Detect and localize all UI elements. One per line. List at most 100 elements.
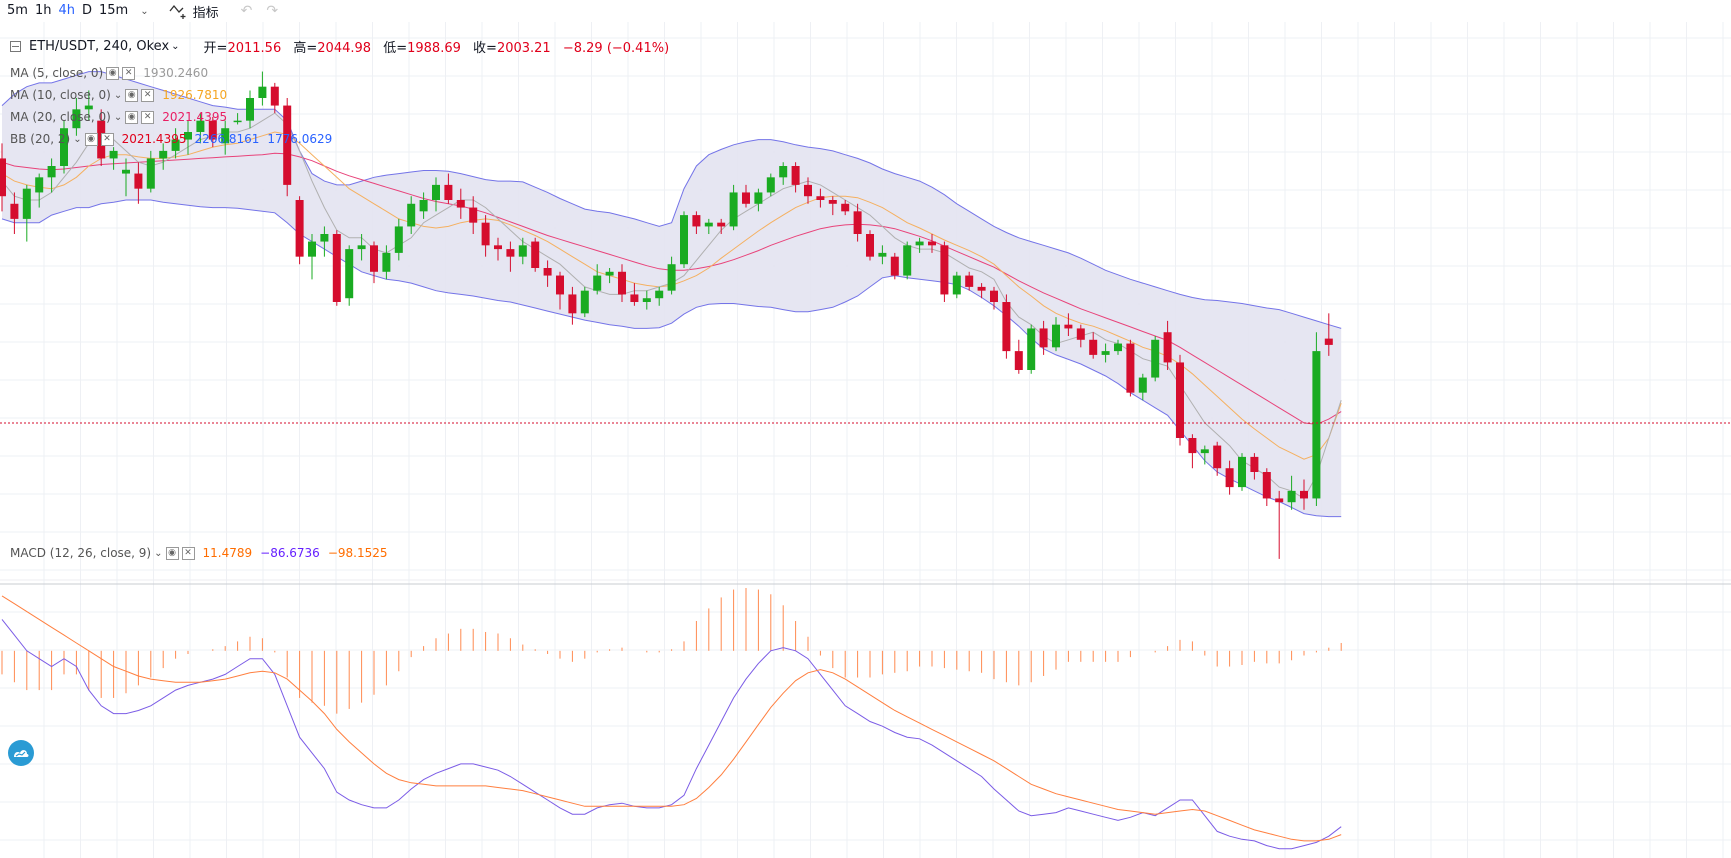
candle-body xyxy=(332,234,341,302)
study-value: 2021.4395 xyxy=(162,110,228,124)
eye-icon[interactable]: ◉ xyxy=(84,132,98,146)
chevron-down-icon[interactable]: ⌄ xyxy=(113,89,123,101)
candle-body xyxy=(990,290,998,302)
candle-body xyxy=(1238,456,1246,488)
macd-signal-value: −98.1525 xyxy=(327,546,388,560)
candle-body xyxy=(866,234,874,257)
study-legend-ma10[interactable]: MA (10, close, 0) ⌄ ◉ ✕ 1926.7810 xyxy=(10,88,227,102)
candle-body xyxy=(109,150,118,159)
candle-body xyxy=(1225,468,1234,488)
close-icon[interactable]: ✕ xyxy=(141,110,155,124)
interval-4h[interactable]: 4h xyxy=(58,3,75,18)
candle-body xyxy=(915,241,924,246)
candle-body xyxy=(766,177,775,193)
candle-body xyxy=(1052,324,1060,348)
candle-body xyxy=(233,120,242,123)
study-label[interactable]: MA (5, close, 0) xyxy=(10,66,104,80)
candle-body xyxy=(655,290,664,299)
candle-body xyxy=(72,109,81,129)
candle-body xyxy=(1250,456,1259,472)
candle-body xyxy=(791,166,800,185)
macd-pane xyxy=(1,588,1342,850)
candle-body xyxy=(940,245,949,295)
eye-icon[interactable]: ◉ xyxy=(106,66,120,80)
candle-body xyxy=(816,196,825,200)
candle-body xyxy=(22,188,31,219)
candle-body xyxy=(432,184,440,200)
candle-body xyxy=(1014,351,1023,370)
symbol-name[interactable]: ETH/USDT, 240, Okex xyxy=(29,39,170,54)
close-icon[interactable]: ✕ xyxy=(100,132,114,146)
interval-15m[interactable]: 15m xyxy=(98,3,129,18)
candle-body xyxy=(1002,302,1011,352)
chevron-down-icon[interactable]: ⌄ xyxy=(140,5,149,17)
change-value: −8.29 (−0.41%) xyxy=(562,41,670,56)
candle-body xyxy=(134,173,143,189)
candle-body xyxy=(556,275,564,295)
candle-body xyxy=(320,234,329,242)
candle-body xyxy=(481,222,490,246)
candle-body xyxy=(1126,343,1135,393)
candle-body xyxy=(717,222,726,227)
undo-icon[interactable]: ↶ xyxy=(240,3,253,19)
candle-body xyxy=(593,275,602,291)
candle-body xyxy=(84,105,93,110)
symbol-legend: ETH/USDT, 240, Okex ⌄ 开=2011.56 高=2044.9… xyxy=(10,37,669,56)
study-label[interactable]: MA (20, close, 0) xyxy=(10,110,111,124)
study-legend-ma5[interactable]: MA (5, close, 0) ◉ ✕ 1930.2460 xyxy=(10,66,208,80)
close-icon[interactable]: ✕ xyxy=(141,88,155,102)
study-value: 1926.7810 xyxy=(162,88,228,102)
candle-body xyxy=(1262,472,1271,499)
eye-icon[interactable]: ◉ xyxy=(125,110,139,124)
study-legend-bb[interactable]: BB (20, 2) ⌄ ◉ ✕ 2021.4395 2266.8161 1776… xyxy=(10,132,332,146)
candle-body xyxy=(1027,328,1036,370)
candle-body xyxy=(1114,343,1122,352)
tradingview-logo-icon[interactable] xyxy=(8,740,34,766)
candle-body xyxy=(531,241,540,268)
close-icon[interactable]: ✕ xyxy=(122,66,136,80)
candle-body xyxy=(1300,490,1308,499)
candle-body xyxy=(1163,332,1172,363)
interval-5m[interactable]: 5m xyxy=(7,3,28,18)
redo-icon[interactable]: ↷ xyxy=(266,3,279,19)
open-value: 2011.56 xyxy=(227,41,282,56)
candle-body xyxy=(283,105,292,185)
open-label: 开 xyxy=(203,41,217,56)
candle-body xyxy=(1287,490,1296,503)
bb-lower-value: 1776.0629 xyxy=(267,132,333,146)
eye-icon[interactable]: ◉ xyxy=(165,546,179,560)
interval-1h[interactable]: 1h xyxy=(34,3,52,18)
bb-upper-value: 2266.8161 xyxy=(194,132,260,146)
candle-body xyxy=(1039,328,1048,348)
candle-body xyxy=(667,264,676,291)
macd-label[interactable]: MACD (12, 26, close, 9) xyxy=(10,546,152,560)
candle-body xyxy=(580,290,589,314)
eye-icon[interactable]: ◉ xyxy=(125,88,139,102)
chevron-down-icon[interactable]: ⌄ xyxy=(113,111,123,123)
study-legend-ma20[interactable]: MA (20, close, 0) ⌄ ◉ ✕ 2021.4395 xyxy=(10,110,227,124)
indicators-button[interactable]: 指标 xyxy=(149,2,219,21)
candle-body xyxy=(568,294,577,314)
chevron-down-icon[interactable]: ⌄ xyxy=(154,547,163,559)
interval-d[interactable]: D xyxy=(81,3,92,18)
study-label[interactable]: MA (10, close, 0) xyxy=(10,88,111,102)
candle-body xyxy=(60,128,68,166)
candle-body xyxy=(890,256,899,276)
candle-body xyxy=(903,245,912,276)
candle-body xyxy=(1089,339,1098,355)
chevron-down-icon[interactable]: ⌄ xyxy=(171,41,180,52)
candle-body xyxy=(841,203,850,212)
study-label[interactable]: BB (20, 2) xyxy=(10,132,71,146)
candle-body xyxy=(444,184,453,200)
close-icon[interactable]: ✕ xyxy=(181,546,195,560)
macd-legend[interactable]: MACD (12, 26, close, 9) ⌄ ◉ ✕ 11.4789 −86… xyxy=(10,546,388,560)
candle-body xyxy=(853,211,862,234)
candle-body xyxy=(122,169,130,174)
candle-body xyxy=(754,192,763,204)
candle-body xyxy=(1213,445,1222,469)
candle-body xyxy=(642,298,651,302)
chevron-down-icon[interactable]: ⌄ xyxy=(73,133,82,145)
collapse-icon[interactable] xyxy=(10,41,21,52)
candle-body xyxy=(1101,351,1110,355)
